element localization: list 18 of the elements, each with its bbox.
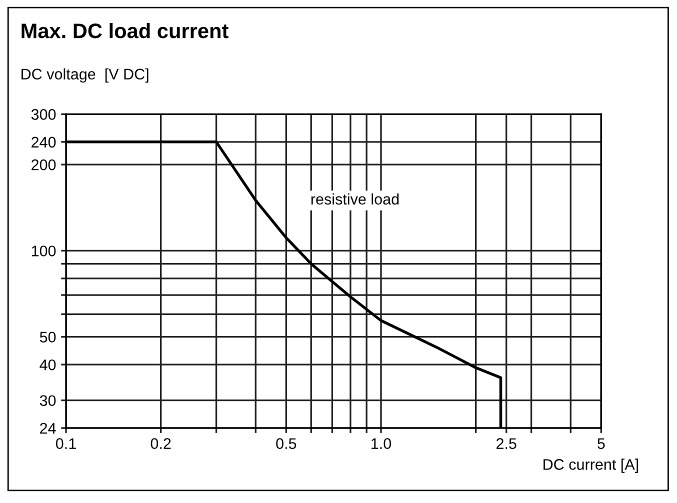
x-tick-label: 2.5	[496, 438, 516, 449]
x-tick-label: 0.5	[276, 438, 296, 449]
chart-title: Max. DC load current	[22, 22, 228, 38]
y-tick-label: 50	[40, 332, 56, 343]
x-tick-label: 5	[598, 438, 605, 449]
x-tick-label: 1.0	[372, 438, 392, 449]
y-tick-label: 30	[40, 395, 56, 406]
x-tick-label: 0.1	[56, 438, 76, 449]
y-tick-label: 240	[32, 136, 56, 148]
annotation: resistive load	[311, 193, 399, 205]
y-axis-title: DC voltage [V DC]	[22, 68, 148, 83]
y-tick-label: 40	[40, 359, 56, 370]
y-tick-label: 300	[31, 109, 56, 120]
x-tick-label: 0.2	[150, 438, 171, 449]
y-tick-label: 24	[40, 422, 56, 434]
y-tick-label: 200	[32, 159, 56, 170]
x-axis-title: DC current [A]	[544, 458, 638, 473]
y-tick-label: 100	[32, 246, 56, 256]
